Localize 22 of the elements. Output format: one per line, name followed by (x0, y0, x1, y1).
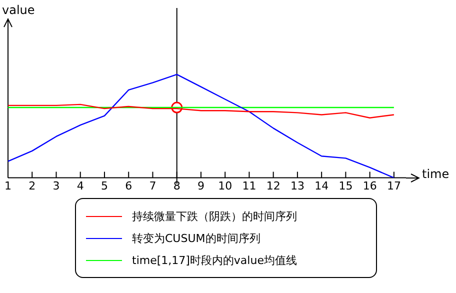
x-tick-label: 10 (218, 179, 232, 192)
legend-label: time[1,17]时段内的value均值线 (132, 252, 297, 268)
x-tick-label: 3 (52, 179, 60, 192)
legend-label: 转变为CUSUM的时间序列 (132, 230, 260, 246)
x-tick-label: 7 (149, 179, 156, 192)
x-tick-label: 17 (386, 179, 401, 192)
x-tick-label: 2 (28, 179, 36, 192)
x-tick-label: 15 (338, 179, 353, 192)
x-axis-title: time (422, 166, 450, 181)
x-tick-label: 16 (362, 179, 377, 192)
x-tick-label: 12 (266, 179, 280, 192)
x-tick-label: 4 (76, 179, 84, 192)
x-tick-label: 13 (290, 179, 304, 192)
x-tick-label: 5 (100, 179, 108, 192)
x-tick-label: 11 (242, 179, 256, 192)
x-tick-label: 9 (197, 179, 204, 192)
legend-label: 持续微量下跌（阴跌）的时间序列 (132, 208, 297, 224)
x-tick-label: 8 (173, 179, 180, 192)
y-axis-title: value (2, 3, 35, 18)
x-tick-label: 6 (125, 179, 132, 192)
x-tick-label: 14 (314, 179, 329, 192)
x-tick-label: 1 (4, 179, 12, 192)
